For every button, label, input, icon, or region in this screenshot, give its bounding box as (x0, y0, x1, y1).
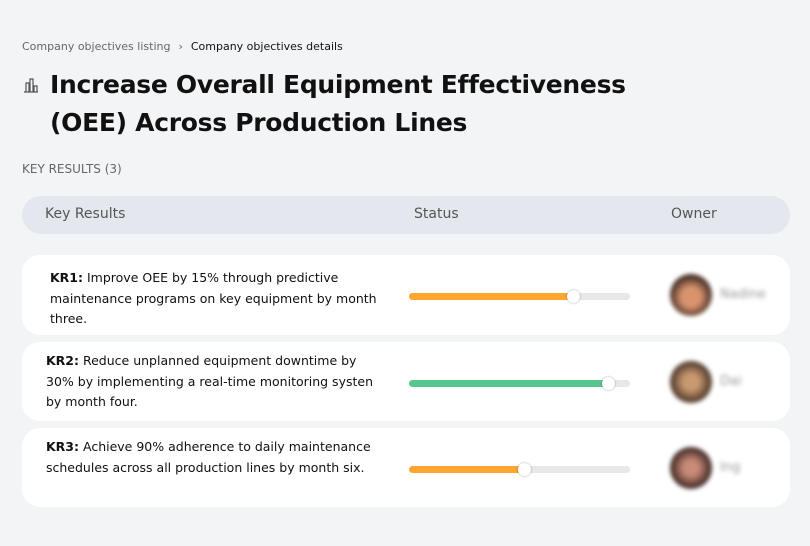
page-header: Increase Overall Equipment Effectiveness… (22, 66, 710, 142)
owner-name: Ing (720, 460, 741, 475)
progress-bar[interactable] (409, 290, 630, 303)
progress-fill (409, 293, 573, 300)
key-result-id: KR1: (50, 270, 84, 285)
progress-bar[interactable] (409, 377, 630, 390)
table-header: Key Results Status Owner (22, 196, 790, 234)
owner-avatar (670, 274, 712, 316)
progress-fill (409, 466, 524, 473)
breadcrumb-separator: › (178, 40, 183, 53)
key-result-row[interactable]: KR1: Improve OEE by 15% through predicti… (22, 255, 790, 335)
owner-name: Nadine (720, 287, 766, 302)
header-key-results: Key Results (45, 206, 126, 222)
owner-avatar (670, 447, 712, 489)
owner-avatar (670, 361, 712, 403)
header-status: Status (414, 206, 459, 222)
key-result-description: Achieve 90% adherence to daily maintenan… (46, 439, 371, 475)
header-owner: Owner (671, 206, 717, 222)
progress-handle[interactable] (517, 463, 531, 476)
key-result-text: KR1: Improve OEE by 15% through predicti… (50, 268, 390, 330)
key-result-id: KR2: (46, 353, 80, 368)
key-result-row[interactable]: KR2: Reduce unplanned equipment downtime… (22, 342, 790, 421)
breadcrumb-parent-link[interactable]: Company objectives listing (22, 40, 171, 53)
key-result-description: Reduce unplanned equipment downtime by 3… (46, 353, 373, 409)
key-result-id: KR3: (46, 439, 80, 454)
breadcrumb: Company objectives listing › Company obj… (22, 40, 343, 53)
progress-handle[interactable] (601, 377, 615, 390)
key-result-row[interactable]: KR3: Achieve 90% adherence to daily main… (22, 428, 790, 507)
building-chart-icon (24, 78, 38, 93)
page-title: Increase Overall Equipment Effectiveness… (50, 70, 626, 137)
owner-name: Dai (720, 374, 742, 389)
key-result-text: KR3: Achieve 90% adherence to daily main… (46, 437, 386, 478)
progress-fill (409, 380, 608, 387)
key-result-text: KR2: Reduce unplanned equipment downtime… (46, 351, 386, 413)
progress-bar[interactable] (409, 463, 630, 476)
breadcrumb-current: Company objectives details (190, 40, 343, 53)
key-results-count: KEY RESULTS (3) (22, 162, 122, 176)
key-result-description: Improve OEE by 15% through predictive ma… (50, 270, 377, 326)
progress-handle[interactable] (566, 290, 580, 303)
